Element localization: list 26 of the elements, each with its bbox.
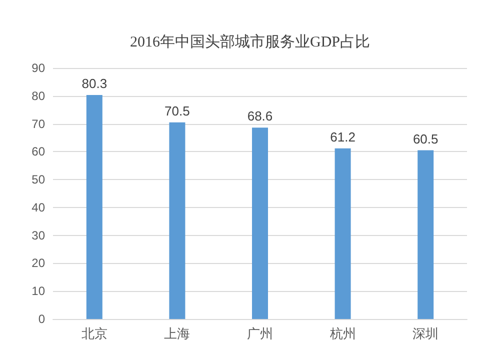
bar <box>169 122 186 319</box>
bar <box>86 95 102 319</box>
x-tick-label: 深圳 <box>412 326 439 341</box>
data-label: 61.2 <box>330 129 356 144</box>
bar <box>334 148 351 319</box>
bar <box>418 150 434 319</box>
x-tick-label: 北京 <box>81 326 108 341</box>
x-tick-label: 上海 <box>164 326 190 341</box>
y-tick-label: 20 <box>32 256 46 270</box>
data-label: 70.5 <box>164 103 190 118</box>
y-tick-label: 60 <box>32 144 46 159</box>
bar <box>252 128 268 319</box>
y-tick-label: 80 <box>32 88 46 103</box>
y-tick-label: 90 <box>32 61 46 75</box>
x-tick-label: 杭州 <box>328 326 356 341</box>
chart-title: 2016年中国头部城市服务业GDP占比 <box>130 34 370 50</box>
data-label: 80.3 <box>82 76 108 92</box>
y-tick-label: 30 <box>32 228 46 242</box>
y-tick-label: 10 <box>32 284 46 298</box>
x-tick-label: 广州 <box>247 326 273 341</box>
y-tick-label: 0 <box>38 312 46 326</box>
y-tick-label: 70 <box>32 116 46 131</box>
y-tick-label: 50 <box>32 172 46 187</box>
data-label: 60.5 <box>412 131 438 146</box>
y-tick-label: 40 <box>32 200 46 214</box>
data-label: 68.6 <box>247 108 273 124</box>
